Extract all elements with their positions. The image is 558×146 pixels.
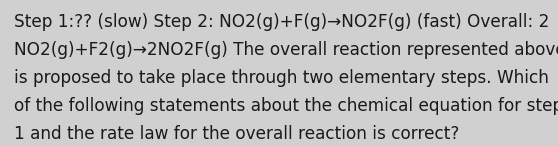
Text: of the following statements about the chemical equation for step: of the following statements about the ch…	[14, 97, 558, 115]
Text: 1 and the rate law for the overall reaction is correct?: 1 and the rate law for the overall react…	[14, 125, 459, 143]
Text: is proposed to take place through two elementary steps. Which: is proposed to take place through two el…	[14, 69, 549, 87]
Text: NO2(g)+F2(g)→2NO2F(g) The overall reaction represented above: NO2(g)+F2(g)→2NO2F(g) The overall reacti…	[14, 41, 558, 59]
Text: Step 1:?? (slow) Step 2: NO2(g)+F(g)→NO2F(g) (fast) Overall: 2: Step 1:?? (slow) Step 2: NO2(g)+F(g)→NO2…	[14, 13, 549, 31]
